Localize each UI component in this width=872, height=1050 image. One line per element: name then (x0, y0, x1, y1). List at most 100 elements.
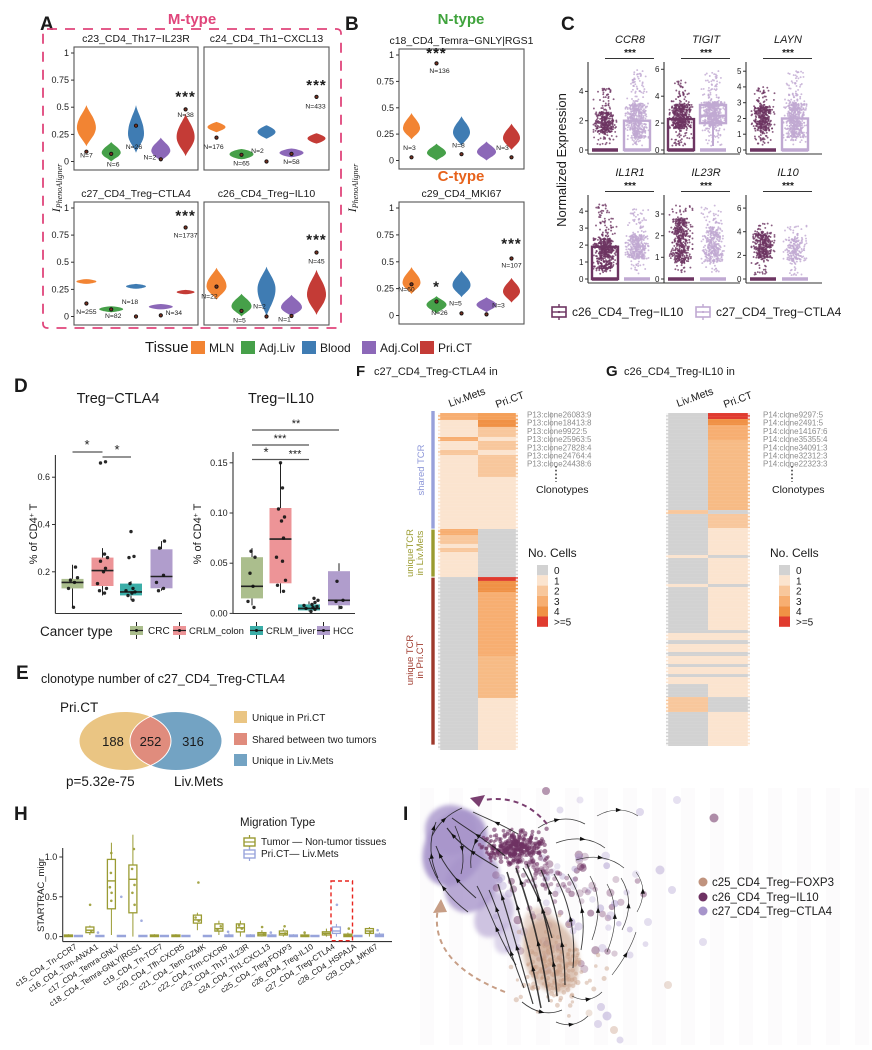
svg-text:1: 1 (737, 130, 742, 139)
svg-text:0: 0 (64, 312, 69, 322)
svg-text:c24_CD4_Th1−CXCL13: c24_CD4_Th1−CXCL13 (210, 33, 324, 45)
svg-text:4: 4 (579, 87, 584, 96)
svg-text:c29_CD4_MKI67: c29_CD4_MKI67 (422, 188, 502, 200)
svg-text:4: 4 (737, 83, 742, 92)
svg-text:***: *** (624, 48, 636, 59)
svg-text:6: 6 (737, 204, 742, 213)
svg-text:Adj.Liv: Adj.Liv (259, 341, 295, 355)
svg-text:***: *** (426, 45, 447, 62)
svg-text:N=26: N=26 (431, 310, 448, 317)
svg-text:C: C (561, 14, 575, 35)
svg-text:N=136: N=136 (429, 68, 449, 75)
svg-text:***: *** (624, 181, 636, 192)
svg-text:0: 0 (579, 146, 584, 155)
svg-text:***: *** (175, 88, 196, 105)
svg-text:N=2: N=2 (253, 303, 266, 310)
svg-text:***: *** (700, 48, 712, 59)
svg-text:N=34: N=34 (166, 310, 183, 317)
svg-text:N=38: N=38 (177, 112, 194, 119)
svg-text:N=65: N=65 (233, 160, 250, 167)
svg-text:1: 1 (64, 48, 69, 58)
svg-text:2: 2 (737, 114, 742, 123)
svg-text:N-type: N-type (438, 11, 485, 28)
svg-text:N=26: N=26 (126, 144, 143, 151)
svg-text:0: 0 (579, 275, 584, 284)
svg-text:*: * (433, 278, 440, 295)
svg-text:c23_CD4_Th17−IL23R: c23_CD4_Th17−IL23R (82, 33, 190, 45)
svg-text:1: 1 (655, 253, 660, 262)
svg-text:***: *** (700, 181, 712, 192)
svg-text:B: B (345, 14, 359, 35)
svg-text:1: 1 (579, 258, 584, 267)
svg-text:N=45: N=45 (308, 258, 325, 265)
svg-text:N=5: N=5 (449, 300, 462, 307)
svg-text:4: 4 (655, 92, 660, 101)
svg-text:N=82: N=82 (105, 313, 122, 320)
svg-text:N=2: N=2 (143, 154, 156, 161)
svg-text:1: 1 (389, 50, 394, 60)
svg-text:0.75: 0.75 (51, 75, 69, 85)
svg-text:c26_CD4_Treg−IL10: c26_CD4_Treg−IL10 (218, 188, 316, 200)
svg-text:0.25: 0.25 (376, 129, 394, 139)
svg-text:N=2: N=2 (251, 148, 264, 155)
svg-text:N=7: N=7 (80, 153, 93, 160)
svg-text:MLN: MLN (209, 341, 234, 355)
svg-text:0: 0 (655, 275, 660, 284)
svg-text:0.75: 0.75 (376, 230, 394, 240)
svg-text:0: 0 (655, 146, 660, 155)
svg-text:N=58: N=58 (283, 159, 300, 166)
svg-text:N=176: N=176 (203, 144, 223, 151)
svg-text:c27_CD4_Treg−CTLA4: c27_CD4_Treg−CTLA4 (81, 188, 191, 200)
svg-text:N=107: N=107 (501, 263, 521, 270)
svg-text:0.75: 0.75 (376, 76, 394, 86)
svg-text:1: 1 (389, 203, 394, 213)
svg-text:M-type: M-type (168, 11, 216, 28)
svg-text:***: *** (501, 235, 522, 252)
svg-text:Normalized Expression: Normalized Expression (554, 93, 569, 227)
svg-text:0.5: 0.5 (56, 102, 69, 112)
svg-text:0.5: 0.5 (56, 257, 69, 267)
svg-text:2: 2 (579, 117, 584, 126)
svg-text:0.5: 0.5 (381, 257, 394, 267)
svg-text:N=22: N=22 (201, 294, 218, 301)
svg-text:0.75: 0.75 (51, 230, 69, 240)
svg-text:***: *** (782, 48, 794, 59)
svg-text:Tissue: Tissue (145, 339, 189, 356)
svg-text:N=1: N=1 (278, 316, 291, 323)
svg-text:***: *** (175, 208, 196, 225)
svg-text:LAYN: LAYN (774, 34, 802, 46)
svg-text:N=3: N=3 (496, 145, 509, 152)
svg-text:3: 3 (655, 210, 660, 219)
svg-text:3: 3 (737, 99, 742, 108)
svg-text:0.25: 0.25 (51, 129, 69, 139)
svg-text:2: 2 (579, 241, 584, 250)
svg-text:0.5: 0.5 (381, 103, 394, 113)
svg-text:2: 2 (655, 119, 660, 128)
svg-text:***: *** (306, 77, 327, 94)
svg-text:0.25: 0.25 (51, 284, 69, 294)
svg-text:N=18: N=18 (122, 299, 139, 306)
svg-text:1: 1 (64, 203, 69, 213)
svg-text:IL1R1: IL1R1 (615, 167, 644, 179)
svg-text:0: 0 (389, 311, 394, 321)
svg-text:0: 0 (389, 156, 394, 166)
svg-text:4: 4 (737, 228, 742, 237)
svg-text:N=6: N=6 (107, 161, 120, 168)
svg-text:IL10: IL10 (777, 167, 799, 179)
svg-text:N=1737: N=1737 (174, 232, 198, 239)
svg-text:CCR8: CCR8 (615, 34, 646, 46)
svg-text:C-type: C-type (438, 168, 485, 185)
svg-text:Adj.Col: Adj.Col (380, 341, 419, 355)
svg-text:TIGIT: TIGIT (692, 34, 721, 46)
svg-text:N=8: N=8 (452, 142, 465, 149)
svg-text:***: *** (306, 231, 327, 248)
svg-text:N=60: N=60 (398, 286, 415, 293)
svg-text:***: *** (782, 181, 794, 192)
svg-text:A: A (40, 14, 54, 35)
svg-text:N=255: N=255 (76, 309, 96, 316)
svg-text:N=433: N=433 (305, 103, 325, 110)
svg-text:2: 2 (737, 251, 742, 260)
svg-text:N=3: N=3 (403, 145, 416, 152)
svg-text:4: 4 (579, 207, 584, 216)
svg-text:0: 0 (64, 157, 69, 167)
